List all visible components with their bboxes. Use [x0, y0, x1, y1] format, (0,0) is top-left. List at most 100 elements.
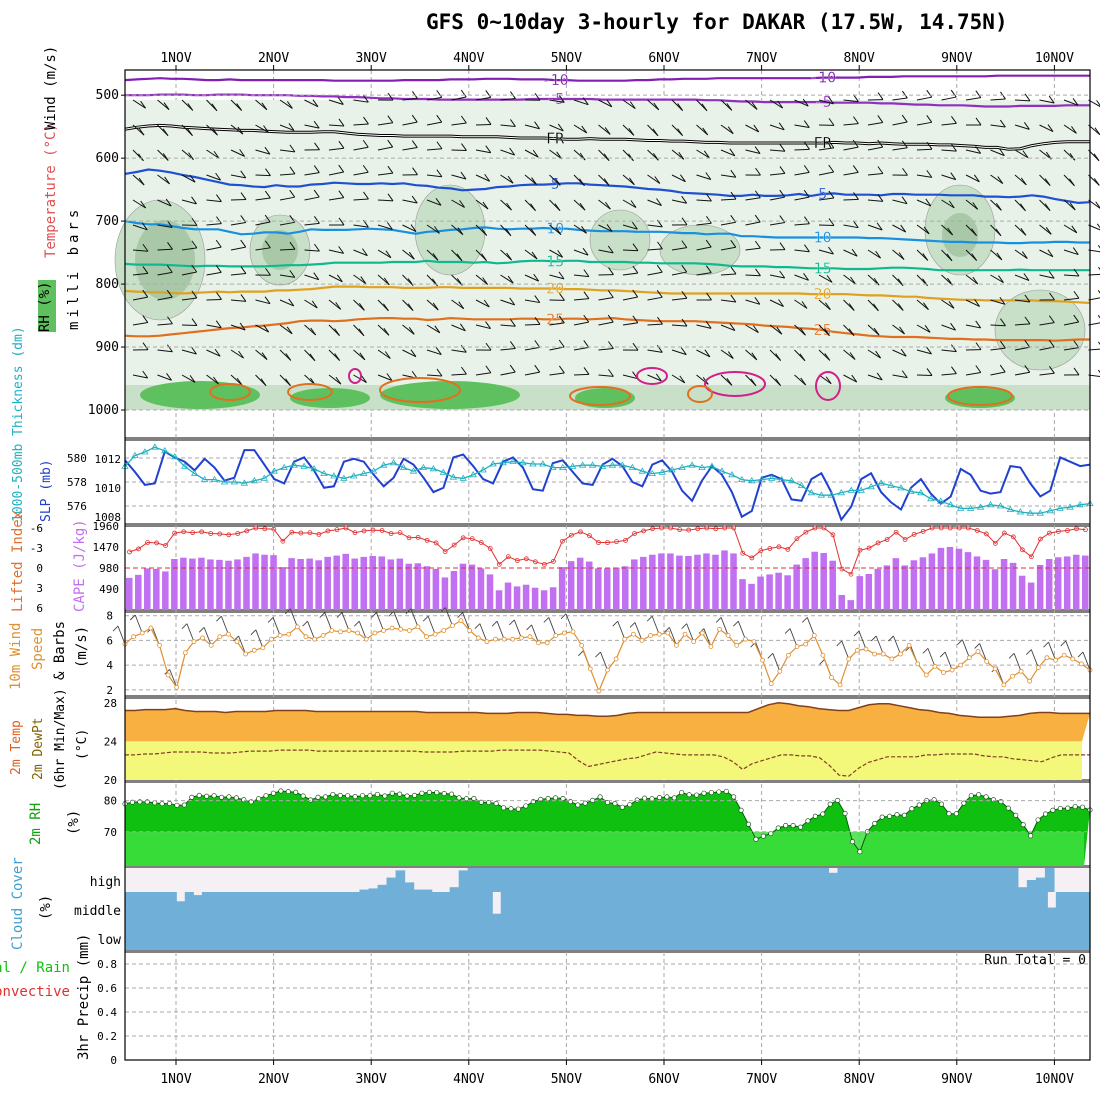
cape-bar — [549, 587, 557, 610]
wind-barb — [867, 121, 883, 126]
cloud-cell-low — [927, 923, 937, 950]
wind-barb-flag — [407, 303, 414, 311]
cloud-cell-middle — [133, 892, 143, 923]
cloud-cell-low — [842, 923, 852, 950]
wind-barb — [622, 174, 635, 186]
wind-barb-flag — [289, 166, 296, 175]
day-label-top: 2NOV — [258, 51, 289, 66]
cape-bar — [207, 559, 214, 610]
y-axis-label: 2m RH — [28, 803, 44, 845]
lifted-index-marker — [578, 529, 583, 535]
isotherm-label: 10 — [546, 220, 564, 238]
cloud-cell-low — [902, 923, 912, 950]
cloud-cell-middle — [714, 892, 724, 923]
wind-barb — [279, 149, 295, 153]
wind-speed-marker — [880, 651, 886, 657]
wind-barb-flag — [112, 625, 119, 632]
wind-barb — [745, 197, 761, 201]
wind-barb-flag — [630, 200, 637, 208]
wind-barb-flag — [191, 318, 198, 326]
humidity-contour — [348, 368, 362, 384]
wind-barb-flag — [1069, 178, 1075, 187]
wind-barb — [806, 617, 815, 636]
wind-barb-flag — [1024, 365, 1031, 373]
lifted-index-marker — [514, 558, 520, 563]
wind-barb — [132, 199, 146, 209]
cloud-cell-low — [227, 923, 237, 950]
wind-barb-flag — [971, 253, 978, 261]
wind-barb-flag — [825, 376, 832, 385]
wind-barb-flag — [240, 239, 247, 248]
warm-contour — [287, 383, 333, 401]
wind-barb-flag — [434, 325, 441, 334]
wind-barb — [279, 299, 294, 307]
cloud-cell-middle — [329, 892, 340, 923]
wind-speed-marker — [372, 630, 378, 636]
cloud-cell-low — [1004, 923, 1014, 950]
wind-barb — [451, 199, 465, 208]
wind-barb — [426, 324, 441, 334]
cloud-cell-high — [458, 870, 469, 892]
wind-barb-flag — [188, 152, 194, 160]
cloud-cell-low — [705, 923, 715, 950]
cloud-cell-high — [404, 882, 415, 892]
wind-barb — [377, 199, 394, 202]
wind-barb-flag — [383, 277, 390, 286]
cloud-cell-low — [449, 923, 459, 950]
wind-barb — [647, 374, 662, 382]
wind-barb-flag — [460, 171, 467, 180]
wind-barb-flag — [703, 150, 710, 159]
lifted-index-marker — [731, 525, 737, 531]
wind-barb-flag — [778, 122, 785, 131]
rh-marker — [322, 794, 328, 800]
wind-barb-flag — [873, 327, 880, 336]
cloud-cell-low — [500, 923, 510, 950]
wind-barb-flag — [628, 128, 635, 136]
thickness-marker — [379, 461, 388, 468]
wind-barb-flag — [1072, 247, 1079, 255]
y-tick-label: 3 — [36, 582, 43, 595]
cape-bar — [685, 556, 692, 610]
cloud-cell-low — [996, 923, 1006, 950]
cloud-cell-low — [261, 923, 271, 950]
wind-barb-flag — [215, 239, 222, 248]
wind-barb-flag — [702, 127, 709, 136]
wind-barb-flag — [607, 245, 614, 254]
lifted-index-marker — [677, 527, 683, 533]
wind-barb-flag — [753, 325, 759, 333]
lifted-index-marker — [217, 531, 223, 537]
rh-marker — [211, 793, 217, 799]
cape-bar — [243, 556, 250, 610]
wind-speed-marker — [958, 662, 964, 668]
wind-barb-flag — [726, 103, 733, 111]
wind-barb — [549, 372, 565, 376]
cloud-cell-middle — [466, 892, 476, 923]
wind-barb — [328, 274, 343, 283]
cape-bar — [324, 556, 331, 610]
lifted-index-marker — [496, 561, 502, 567]
wind-barb-flag — [924, 325, 931, 333]
wind-barb-flag — [804, 216, 810, 225]
wind-barb — [549, 99, 565, 103]
cloud-cell-low — [526, 923, 536, 950]
wind-barb — [500, 371, 516, 376]
wind-barb-flag — [142, 370, 149, 379]
temp-line — [125, 702, 1090, 719]
wind-barb-flag — [1071, 126, 1077, 134]
wind-barb-flag — [900, 348, 907, 357]
cloud-cell-low — [270, 923, 280, 950]
wind-barb-flag — [215, 265, 222, 273]
cloud-cell-high — [386, 877, 397, 892]
wind-barb-flag — [631, 221, 638, 230]
wind-barb-flag — [474, 623, 481, 629]
lifted-index-marker — [325, 528, 331, 534]
thickness-marker — [638, 467, 647, 474]
wind-barb-flag — [999, 340, 1006, 349]
wind-barb-flag — [800, 327, 806, 336]
cloud-cell-low — [347, 923, 357, 950]
cloud-cell-high — [630, 868, 640, 892]
cloud-cell-low — [1047, 923, 1057, 950]
cape-bar — [144, 568, 151, 610]
wind-barb-flag — [581, 125, 588, 134]
wind-barb — [916, 121, 932, 126]
